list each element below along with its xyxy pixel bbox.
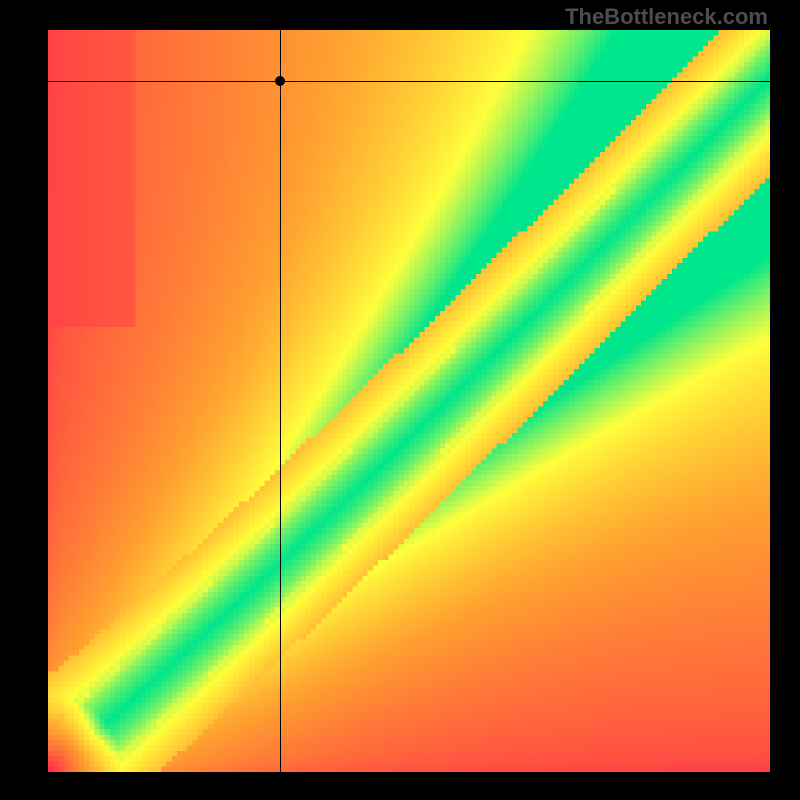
chart-container: TheBottleneck.com (0, 0, 800, 800)
plot-area (48, 30, 770, 772)
crosshair-vertical-line (280, 30, 281, 772)
watermark-text: TheBottleneck.com (565, 4, 768, 30)
bottleneck-heatmap (48, 30, 770, 772)
crosshair-horizontal-line (48, 81, 770, 82)
